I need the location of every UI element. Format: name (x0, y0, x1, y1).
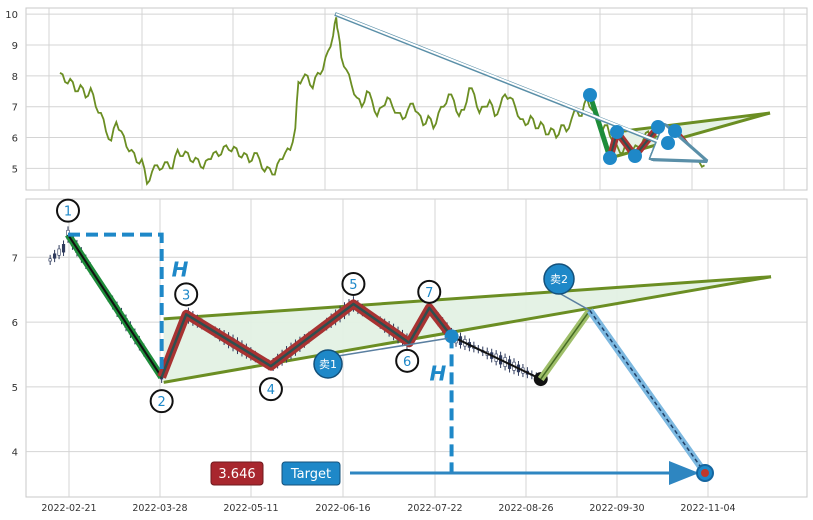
overview-y-tick-label: 9 (12, 41, 18, 52)
breakdown-marker (444, 329, 459, 344)
wave-inner-line (160, 302, 453, 378)
sell-1-label: 卖1 (319, 358, 337, 371)
overview-y-axis: 5 6 7 8 9 10 (5, 10, 18, 175)
initial-down-leg-core (67, 234, 163, 378)
overview-y-tick-label: 5 (12, 164, 18, 175)
overview-y-tick-label: 8 (12, 72, 18, 83)
pattern-y-tick-label: 7 (12, 253, 18, 264)
candle-body (57, 248, 61, 256)
overview-y-tick-label: 7 (12, 103, 18, 114)
overview-wave-markers (583, 88, 682, 165)
overview-wave-marker (668, 124, 682, 138)
wave-point-circle (395, 348, 420, 373)
overview-panel: 5 6 7 8 9 10 (5, 7, 808, 191)
wave-point-circle (174, 282, 199, 307)
pattern-x-tick-label: 2022-11-04 (680, 503, 735, 514)
overview-wave-marker (583, 88, 597, 102)
wave-point-label: 1 (64, 205, 72, 220)
candle-body (61, 244, 66, 253)
target-point-center (701, 469, 709, 477)
wave-point-label: 7 (425, 286, 433, 301)
pattern-x-tick-label: 2022-07-22 (407, 503, 462, 514)
overview-wave-marker (651, 120, 665, 134)
sell-1-marker (313, 349, 343, 379)
overview-wave-marker (628, 149, 642, 163)
pattern-plot-area (25, 198, 808, 498)
pattern-x-tick-label: 2022-06-16 (315, 503, 370, 514)
pattern-y-axis: 4 5 6 7 (12, 253, 18, 458)
pattern-x-tick-label: 2022-08-26 (498, 503, 553, 514)
candle-body (48, 258, 52, 262)
wave-point-circle (341, 271, 366, 296)
pattern-x-tick-label: 2022-09-30 (589, 503, 644, 514)
candle-body (53, 253, 57, 259)
target-row: 3.646 Target (210, 461, 714, 486)
sell-2-label: 卖2 (550, 273, 568, 286)
projection-down-leg-core (589, 309, 706, 474)
wave-point-label: 6 (403, 355, 411, 370)
pattern-x-tick-label: 2022-03-28 (132, 503, 187, 514)
height-measure-line (68, 232, 164, 372)
pattern-x-axis: 2022-02-21 2022-03-28 2022-05-11 2022-06-16… (41, 503, 735, 514)
height-measure-label: H (172, 258, 189, 282)
wave-point-circle (56, 198, 80, 223)
overview-down-leg (587, 94, 613, 159)
overview-wave-marker (610, 125, 624, 139)
overview-trend-arrow-core (335, 13, 699, 158)
overview-y-tick-label: 10 (5, 10, 18, 21)
breakdown-line (451, 335, 542, 380)
sell-2-connector (558, 292, 591, 312)
overview-grid (26, 8, 807, 190)
wave-path (65, 232, 548, 387)
projected-height-label: H (430, 361, 447, 385)
pattern-x-tick-label: 2022-02-21 (41, 503, 96, 514)
sell-2-marker (543, 263, 575, 295)
wave-point-label: 2 (158, 395, 166, 410)
target-label: Target (290, 467, 331, 482)
wedge-upper-line (163, 275, 772, 321)
height-measure: HH (68, 232, 454, 473)
wave-point-label: 5 (349, 278, 357, 293)
target-price-box (210, 461, 264, 486)
pattern-y-tick-label: 5 (12, 383, 18, 394)
wave-point-label: 3 (182, 288, 190, 303)
wave-point-circle (149, 389, 174, 414)
overview-wave-marker (603, 151, 617, 165)
sell-markers: 卖1 卖2 (313, 263, 591, 379)
wave-point-labels: 1 2 3 4 5 6 7 (56, 198, 459, 414)
overview-wave-marker (661, 136, 675, 150)
projection-path (537, 308, 708, 476)
pattern-x-tick-label: 2022-05-11 (223, 503, 278, 514)
wave-point-label: 4 (267, 383, 275, 398)
projection-up-leg-core (540, 309, 591, 380)
wave-point-circle (258, 377, 283, 402)
wave-point-circle (417, 279, 442, 304)
sell-1-connector (337, 337, 448, 357)
target-price-value: 3.646 (218, 467, 255, 482)
overview-y-tick-label: 6 (12, 134, 18, 145)
pattern-y-tick-label: 6 (12, 318, 18, 329)
target-label-box (281, 461, 341, 486)
pattern-y-tick-label: 4 (12, 448, 18, 459)
